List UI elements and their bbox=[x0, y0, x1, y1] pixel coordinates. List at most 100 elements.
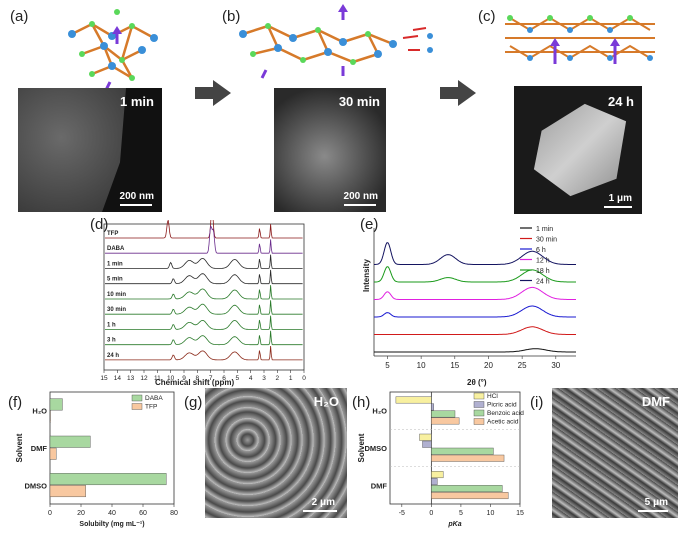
xrd-trace bbox=[374, 286, 576, 300]
bar bbox=[49, 435, 91, 448]
panel-b-label: (b) bbox=[222, 8, 241, 25]
scale-bar bbox=[638, 510, 668, 512]
sem-image-g: H₂O 2 μm bbox=[205, 388, 347, 518]
x-tick-label: 80 bbox=[170, 510, 178, 517]
bar bbox=[49, 398, 63, 411]
nmr-trace-label: 1 min bbox=[107, 261, 123, 267]
nmr-trace-label: TFP bbox=[107, 231, 118, 237]
x-tick-label: 40 bbox=[108, 510, 116, 517]
bar bbox=[422, 440, 432, 448]
x-axis-title: Solubilty (mg mL⁻¹) bbox=[79, 521, 144, 528]
scale-bar-label: 200 nm bbox=[343, 191, 378, 202]
bar bbox=[431, 403, 434, 411]
bar bbox=[431, 478, 438, 486]
category-label: DMSO bbox=[25, 481, 48, 490]
x-tick-label: 8 bbox=[196, 375, 200, 380]
bar bbox=[431, 492, 509, 500]
plot-frame bbox=[103, 223, 305, 371]
x-tick-label: 20 bbox=[77, 510, 85, 517]
sem-time-label: 30 min bbox=[338, 94, 380, 109]
nmr-trace bbox=[105, 315, 303, 330]
legend-label: Acetic acid bbox=[487, 419, 519, 426]
category-label: DMF bbox=[31, 444, 48, 453]
panel-g-label: (g) bbox=[184, 394, 203, 411]
panel-c-label: (c) bbox=[478, 8, 496, 25]
x-tick-label: 3 bbox=[262, 375, 266, 380]
legend-swatch bbox=[131, 394, 143, 402]
legend-label: 24 h bbox=[536, 279, 550, 286]
x-tick-label: 15 bbox=[516, 510, 524, 517]
bar bbox=[419, 433, 432, 441]
panel-i-label: (i) bbox=[530, 394, 544, 411]
x-tick-label: 13 bbox=[127, 375, 135, 380]
x-tick-label: 60 bbox=[139, 510, 147, 517]
legend-label: 12 h bbox=[536, 258, 550, 265]
nmr-trace bbox=[105, 330, 303, 346]
x-tick-label: 5 bbox=[385, 361, 390, 370]
bar bbox=[49, 473, 167, 486]
nmr-trace-label: 24 h bbox=[107, 353, 119, 359]
scale-bar bbox=[120, 204, 152, 206]
xrd-trace bbox=[374, 305, 576, 318]
x-tick-label: 7 bbox=[209, 375, 213, 380]
x-axis-title: pKa bbox=[447, 521, 461, 528]
x-tick-label: 10 bbox=[167, 375, 175, 380]
legend-swatch bbox=[473, 409, 485, 417]
bar bbox=[49, 485, 86, 498]
legend-label: 6 h bbox=[536, 247, 546, 254]
nmr-trace-label: 30 min bbox=[107, 307, 126, 313]
bar bbox=[431, 447, 494, 455]
bar bbox=[431, 471, 444, 479]
legend-label: 18 h bbox=[536, 268, 550, 275]
nmr-trace bbox=[105, 300, 303, 315]
nmr-trace-label: 5 min bbox=[107, 277, 123, 283]
bar bbox=[431, 454, 505, 462]
x-tick-label: 0 bbox=[48, 510, 52, 517]
legend-swatch bbox=[473, 418, 485, 425]
legend-label: DABA bbox=[145, 395, 163, 402]
sem-image-a: 1 min 200 nm bbox=[18, 88, 162, 212]
y-axis-title: Solvent bbox=[15, 433, 24, 462]
bar bbox=[431, 410, 456, 418]
x-tick-label: 20 bbox=[484, 361, 493, 370]
xrd-trace bbox=[374, 326, 576, 335]
nmr-trace-label: 3 h bbox=[107, 338, 116, 344]
legend-label: Benzoic acid bbox=[487, 410, 524, 417]
x-tick-label: 0 bbox=[429, 510, 433, 517]
nmr-trace bbox=[105, 220, 303, 239]
x-tick-label: 6 bbox=[222, 375, 226, 380]
x-tick-label: 5 bbox=[236, 375, 240, 380]
sem-time-label: 24 h bbox=[607, 94, 634, 109]
category-label: H₂O bbox=[32, 407, 47, 416]
x-tick-label: 25 bbox=[518, 361, 527, 370]
pka-chart: -5 0 5 10 15 H₂O DMSO DMF HCl Picric acidBenzoic … bbox=[357, 391, 524, 528]
xrd-trace bbox=[374, 266, 576, 283]
x-tick-label: 5 bbox=[459, 510, 463, 517]
legend-label: HCl bbox=[487, 393, 498, 400]
legend-label: 1 min bbox=[536, 226, 553, 233]
x-tick-label: 1 bbox=[289, 375, 293, 380]
sem-solvent-label: H₂O bbox=[313, 394, 339, 409]
x-tick-label: 4 bbox=[249, 375, 253, 380]
nmr-trace bbox=[105, 285, 303, 300]
x-tick-label: 11 bbox=[154, 375, 161, 380]
plot-frame bbox=[389, 391, 521, 505]
x-tick-label: 15 bbox=[450, 361, 459, 370]
nmr-trace bbox=[105, 254, 303, 269]
scale-bar-label: 1 μm bbox=[608, 193, 632, 204]
x-tick-label: 9 bbox=[182, 375, 186, 380]
x-tick-label: 0 bbox=[302, 375, 306, 380]
x-tick-label: 10 bbox=[487, 510, 495, 517]
schematic-a bbox=[68, 9, 158, 91]
schematic-c bbox=[505, 15, 655, 64]
scale-bar bbox=[344, 204, 376, 206]
legend-label: 30 min bbox=[536, 237, 557, 244]
sem-image-b: 30 min 200 nm bbox=[274, 88, 386, 212]
scale-bar bbox=[604, 206, 632, 208]
legend-label: TFP bbox=[145, 404, 157, 411]
legend-swatch bbox=[473, 392, 485, 400]
x-tick-label: 2 bbox=[276, 375, 280, 380]
legend-label: Picric acid bbox=[487, 402, 517, 409]
right-arrow-icon bbox=[440, 80, 476, 106]
